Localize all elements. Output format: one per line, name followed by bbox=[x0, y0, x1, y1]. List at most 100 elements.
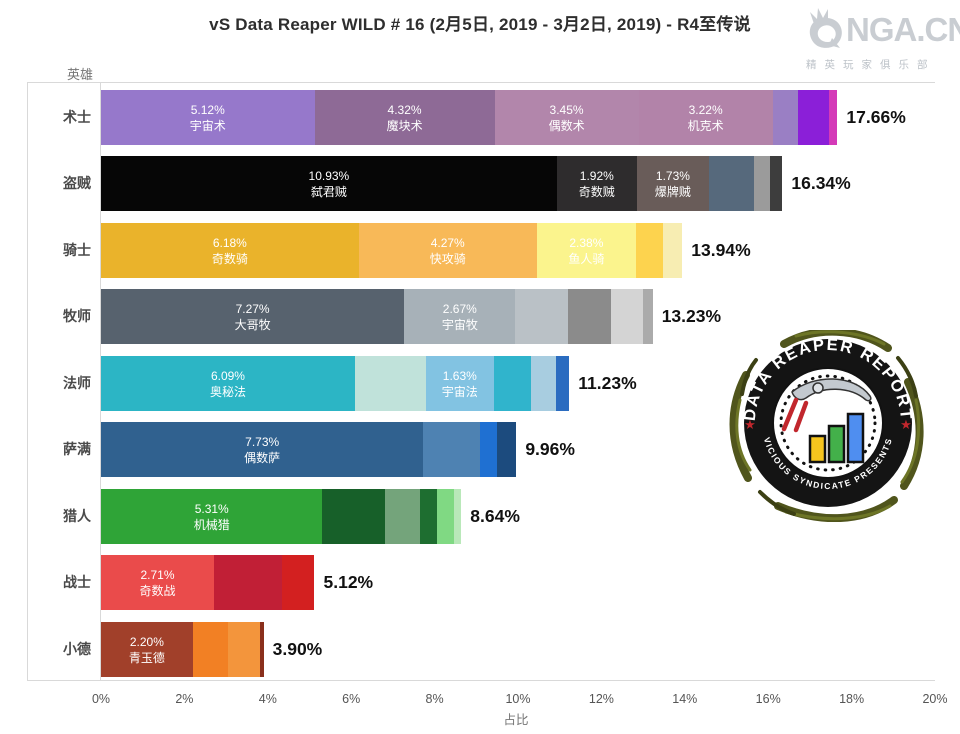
bar-segment[interactable]: 5.12% 宇宙术 bbox=[101, 90, 315, 145]
bar-segment[interactable] bbox=[754, 156, 771, 211]
segment-percent: 2.20% bbox=[129, 634, 164, 649]
bar-segment[interactable] bbox=[636, 223, 664, 278]
nga-logo: NGA.CN 精英玩家俱乐部 bbox=[806, 4, 960, 72]
bar-segment[interactable]: 4.32% 魔块术 bbox=[314, 90, 495, 145]
segment-deck-name: 大哥牧 bbox=[234, 317, 271, 332]
bar-segment[interactable]: 1.73% 爆牌贼 bbox=[636, 156, 709, 211]
segment-percent: 4.32% bbox=[387, 102, 422, 117]
segment-deck-name: 奥秘法 bbox=[209, 384, 246, 399]
segment-deck-name: 奇数贼 bbox=[578, 184, 615, 199]
stacked-bar: 6.18% 奇数骑 4.27% 快攻骑 2.38% 鱼人骑 bbox=[101, 223, 683, 278]
bar-segment[interactable]: 1.63% 宇宙法 bbox=[425, 356, 494, 411]
x-axis-tick-label: 0% bbox=[91, 692, 111, 706]
bar-segment[interactable]: 5.31% 机械猎 bbox=[101, 489, 323, 544]
bar-segment[interactable]: 6.18% 奇数骑 bbox=[101, 223, 359, 278]
bar-segment[interactable]: 2.67% 宇宙牧 bbox=[404, 289, 516, 344]
x-axis-tick-label: 18% bbox=[839, 692, 865, 706]
stacked-bar: 10.93% 弑君贼 1.92% 奇数贼 1.73% 爆牌贼 bbox=[101, 156, 783, 211]
bar-segment[interactable]: 3.45% 偶数术 bbox=[494, 90, 639, 145]
bar-segment[interactable] bbox=[515, 289, 568, 344]
bar-segment[interactable] bbox=[567, 289, 612, 344]
bar-segment[interactable] bbox=[228, 622, 261, 677]
bar-total-label: 16.34% bbox=[791, 173, 851, 193]
segment-deck-name: 爆牌贼 bbox=[654, 184, 691, 199]
x-axis-tick-label: 20% bbox=[922, 692, 948, 706]
bar-segment[interactable]: 2.71% 奇数战 bbox=[101, 555, 214, 610]
bar-segment[interactable]: 2.38% 鱼人骑 bbox=[536, 223, 636, 278]
x-axis-tick-label: 10% bbox=[505, 692, 531, 706]
segment-deck-name: 机械猎 bbox=[193, 517, 230, 532]
badge-star-right-icon: ★ bbox=[900, 417, 912, 432]
stacked-bar: 2.20% 青玉德 bbox=[101, 622, 264, 677]
hero-label: 盗贼 bbox=[63, 175, 91, 191]
bar-segment[interactable] bbox=[423, 422, 480, 477]
bar-segment[interactable] bbox=[437, 489, 454, 544]
axis-line-bottom bbox=[27, 680, 935, 681]
segment-percent: 1.73% bbox=[655, 168, 690, 183]
bar-segment[interactable] bbox=[531, 356, 557, 411]
stacked-bar: 7.27% 大哥牧 2.67% 宇宙牧 bbox=[101, 289, 653, 344]
bar-segment[interactable] bbox=[384, 489, 421, 544]
bar-segment[interactable]: 2.20% 青玉德 bbox=[101, 622, 193, 677]
segment-deck-name: 偶数术 bbox=[548, 118, 585, 133]
bar-segment[interactable] bbox=[281, 555, 315, 610]
segment-percent: 2.71% bbox=[140, 567, 175, 582]
x-axis-tick-label: 4% bbox=[258, 692, 277, 706]
bar-segment[interactable] bbox=[214, 555, 282, 610]
bar-segment[interactable]: 7.27% 大哥牧 bbox=[101, 289, 405, 344]
x-axis-title: 占比 bbox=[503, 713, 529, 727]
bar-segment[interactable]: 7.73% 偶数萨 bbox=[101, 422, 424, 477]
segment-percent: 2.38% bbox=[569, 235, 604, 250]
segment-deck-name: 快攻骑 bbox=[429, 251, 466, 266]
segment-percent: 4.27% bbox=[430, 235, 465, 250]
bar-segment[interactable] bbox=[797, 90, 830, 145]
bar-segment[interactable] bbox=[663, 223, 683, 278]
stacked-bar: 5.31% 机械猎 bbox=[101, 489, 462, 544]
segment-deck-name: 魔块术 bbox=[386, 118, 423, 133]
bar-segment[interactable] bbox=[708, 156, 755, 211]
bar-segment[interactable]: 1.92% 奇数贼 bbox=[556, 156, 637, 211]
bar-segment[interactable] bbox=[420, 489, 438, 544]
segment-deck-name: 青玉德 bbox=[128, 650, 165, 665]
bar-segment[interactable] bbox=[497, 422, 517, 477]
bar-total-label: 8.64% bbox=[470, 506, 520, 526]
bar-segment[interactable] bbox=[642, 289, 653, 344]
bar-segment[interactable]: 3.22% 机克术 bbox=[638, 90, 773, 145]
segment-deck-name: 奇数骑 bbox=[211, 251, 248, 266]
segment-percent: 5.31% bbox=[194, 501, 229, 516]
segment-deck-name: 偶数萨 bbox=[244, 450, 281, 465]
bar-chart-icon bbox=[808, 412, 865, 464]
bar-segment[interactable] bbox=[192, 622, 229, 677]
scythe-icon bbox=[791, 378, 872, 402]
slash-marks bbox=[781, 397, 809, 433]
x-axis-tick-label: 14% bbox=[672, 692, 698, 706]
bar-segment[interactable] bbox=[772, 90, 798, 145]
bar-segment[interactable] bbox=[479, 422, 498, 477]
bar-segment[interactable] bbox=[493, 356, 532, 411]
x-axis-tick-label: 6% bbox=[342, 692, 361, 706]
segment-deck-name: 宇宙术 bbox=[189, 118, 226, 133]
bar-segment[interactable]: 10.93% 弑君贼 bbox=[101, 156, 557, 211]
segment-percent: 5.12% bbox=[190, 102, 225, 117]
segment-percent: 6.09% bbox=[210, 368, 245, 383]
segment-percent: 2.67% bbox=[442, 301, 477, 316]
bar-segment[interactable] bbox=[322, 489, 385, 544]
stacked-bar: 5.12% 宇宙术 4.32% 魔块术 3.45% 偶数术 3.22% 机克术 bbox=[101, 90, 838, 145]
bar-segment[interactable]: 6.09% 奥秘法 bbox=[101, 356, 355, 411]
segment-deck-name: 机克术 bbox=[687, 118, 724, 133]
bar-segment[interactable] bbox=[354, 356, 426, 411]
bar-segment[interactable] bbox=[556, 356, 570, 411]
segment-percent: 7.73% bbox=[245, 434, 280, 449]
bar-segment[interactable]: 4.27% 快攻骑 bbox=[358, 223, 537, 278]
bar-segment[interactable] bbox=[260, 622, 264, 677]
chart-title: vS Data Reaper WILD # 16 (2月5日, 2019 - 3… bbox=[209, 15, 751, 34]
bar-segment[interactable] bbox=[611, 289, 643, 344]
bar-total-label: 11.23% bbox=[578, 373, 637, 393]
bar-segment[interactable] bbox=[453, 489, 462, 544]
badge-star-left-icon: ★ bbox=[744, 417, 756, 432]
bar-segment[interactable] bbox=[829, 90, 838, 145]
hero-label: 骑士 bbox=[63, 242, 91, 258]
hero-label: 小德 bbox=[63, 641, 91, 657]
bar-segment[interactable] bbox=[770, 156, 783, 211]
